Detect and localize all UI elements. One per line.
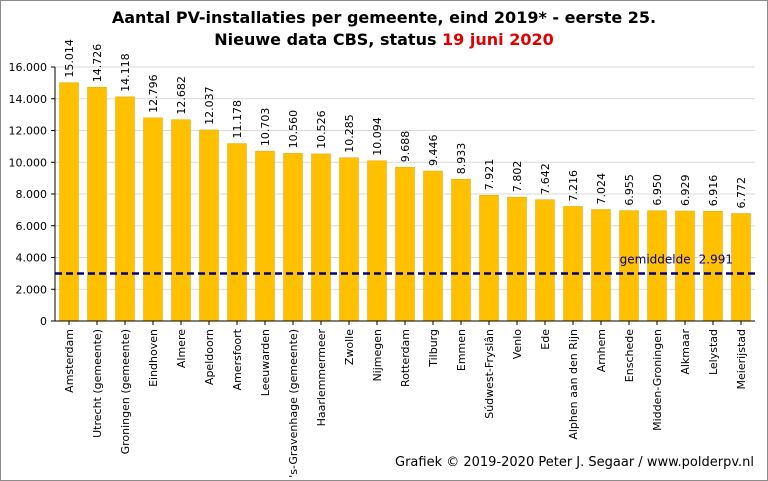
axes (51, 66, 755, 325)
x-tick-label: Amsterdam (63, 329, 76, 393)
bar (423, 170, 443, 322)
bars (59, 82, 751, 322)
x-tick-label: Midden-Groningen (651, 329, 664, 431)
chart-title: Aantal PV-installaties per gemeente, ein… (0, 7, 768, 51)
x-tick-label: Groningen (gemeente) (119, 329, 132, 454)
value-label: 10.285 (343, 114, 356, 153)
x-tick-label: Nijmegen (371, 329, 384, 382)
chart-title-status-text: Nieuwe data CBS, status (214, 30, 443, 49)
bar (255, 150, 275, 322)
value-label: 7.642 (539, 163, 552, 195)
value-label: 12.682 (175, 76, 188, 115)
x-tick-label: Zwolle (343, 329, 356, 365)
bar (507, 196, 527, 322)
y-tick-label: 14.000 (9, 93, 48, 106)
y-tick-label: 4.000 (16, 252, 48, 265)
y-tick-labels: 0 2.000 4.000 6.000 8.000 10.000 12.000 14.000 1… (9, 61, 48, 328)
value-label: 10.560 (287, 110, 300, 149)
average-label-text: gemiddelde (620, 253, 691, 267)
chart-title-line-2: Nieuwe data CBS, status 19 juni 2020 (0, 29, 768, 51)
y-tick-label: 16.000 (9, 61, 48, 74)
x-tick-label: Alkmaar (679, 329, 692, 375)
value-label: 10.094 (371, 117, 384, 156)
bar (339, 157, 359, 322)
bar (171, 119, 191, 322)
x-tick-label: Emmen (455, 329, 468, 371)
x-tick-label: Meierijstad (735, 329, 748, 389)
x-tick-label: Lelystad (707, 329, 720, 375)
chart-credit: Grafiek © 2019-2020 Peter J. Segaar / ww… (395, 455, 754, 470)
bar (451, 178, 471, 322)
x-tick-label: Apeldoorn (203, 329, 216, 385)
bar (115, 96, 135, 322)
x-tick-label: Tilburg (427, 329, 440, 368)
x-tick-label: Ede (539, 329, 552, 350)
x-tick-label: Enschede (623, 329, 636, 382)
value-label: 6.929 (679, 175, 692, 207)
value-label: 10.703 (259, 108, 272, 147)
value-label: 12.796 (147, 74, 160, 113)
value-label: 12.037 (203, 86, 216, 125)
value-label: 10.526 (315, 110, 328, 149)
bar (143, 117, 163, 322)
value-label: 6.916 (707, 175, 720, 207)
x-tick-label: Leeuwarden (259, 329, 272, 396)
average-label-value: 2.991 (699, 253, 733, 267)
x-tick-label: Utrecht (gemeente) (91, 329, 104, 438)
x-tick-label: Haarlemmermeer (315, 329, 328, 427)
y-tick-label: 8.000 (16, 188, 48, 201)
y-tick-label: 10.000 (9, 156, 48, 169)
x-tick-label: Arnhem (595, 329, 608, 372)
value-label: 6.950 (651, 174, 664, 206)
value-label: 8.933 (455, 143, 468, 175)
bar (731, 213, 751, 322)
value-label: 11.178 (231, 100, 244, 139)
bar (535, 199, 555, 322)
x-tick-label: Amersfoort (231, 328, 244, 390)
bar (87, 86, 107, 322)
value-label: 6.772 (735, 177, 748, 209)
x-tick-label: Rotterdam (399, 329, 412, 387)
bar (311, 153, 331, 322)
bar (227, 143, 247, 322)
x-tick-label: Eindhoven (147, 329, 160, 387)
value-label: 6.955 (623, 174, 636, 206)
x-tick-label: 's-Gravenhage (gemeente) (287, 329, 300, 478)
average-label: gemiddelde 2.991 (620, 253, 733, 267)
y-tick-label: 6.000 (16, 220, 48, 233)
value-label: 7.216 (567, 170, 580, 202)
y-tick-label: 12.000 (9, 125, 48, 138)
x-tick-label: Alphen aan den Rijn (567, 329, 580, 440)
x-tick-label: Venlo (511, 329, 524, 359)
bar (591, 209, 611, 322)
value-labels: 15.014 14.726 14.118 12.796 12.682 12.037 11.1… (63, 39, 748, 208)
value-label: 9.446 (427, 135, 440, 167)
bar (367, 160, 387, 322)
chart-title-status-date: 19 juni 2020 (442, 30, 554, 49)
y-tick-label: 0 (40, 315, 47, 328)
value-label: 15.014 (63, 39, 76, 78)
value-label: 7.802 (511, 161, 524, 193)
bar (59, 82, 79, 322)
value-label: 7.921 (483, 159, 496, 191)
value-label: 14.726 (91, 44, 104, 83)
average-line-group: gemiddelde 2.991 (55, 253, 755, 275)
bar (199, 129, 219, 322)
x-tick-labels: Amsterdam Utrecht (gemeente) Groningen (ge… (63, 328, 748, 477)
bar (395, 166, 415, 322)
value-label: 9.688 (399, 131, 412, 163)
x-tick-label: Almere (175, 329, 188, 368)
y-tick-label: 2.000 (16, 283, 48, 296)
bar (563, 206, 583, 322)
bar (283, 153, 303, 322)
value-label: 14.118 (119, 53, 132, 92)
value-label: 7.024 (595, 173, 608, 205)
x-tick-label: Súdwest-Fryslân (483, 329, 496, 419)
bar (479, 195, 499, 322)
chart-title-line-1: Aantal PV-installaties per gemeente, ein… (111, 8, 657, 27)
